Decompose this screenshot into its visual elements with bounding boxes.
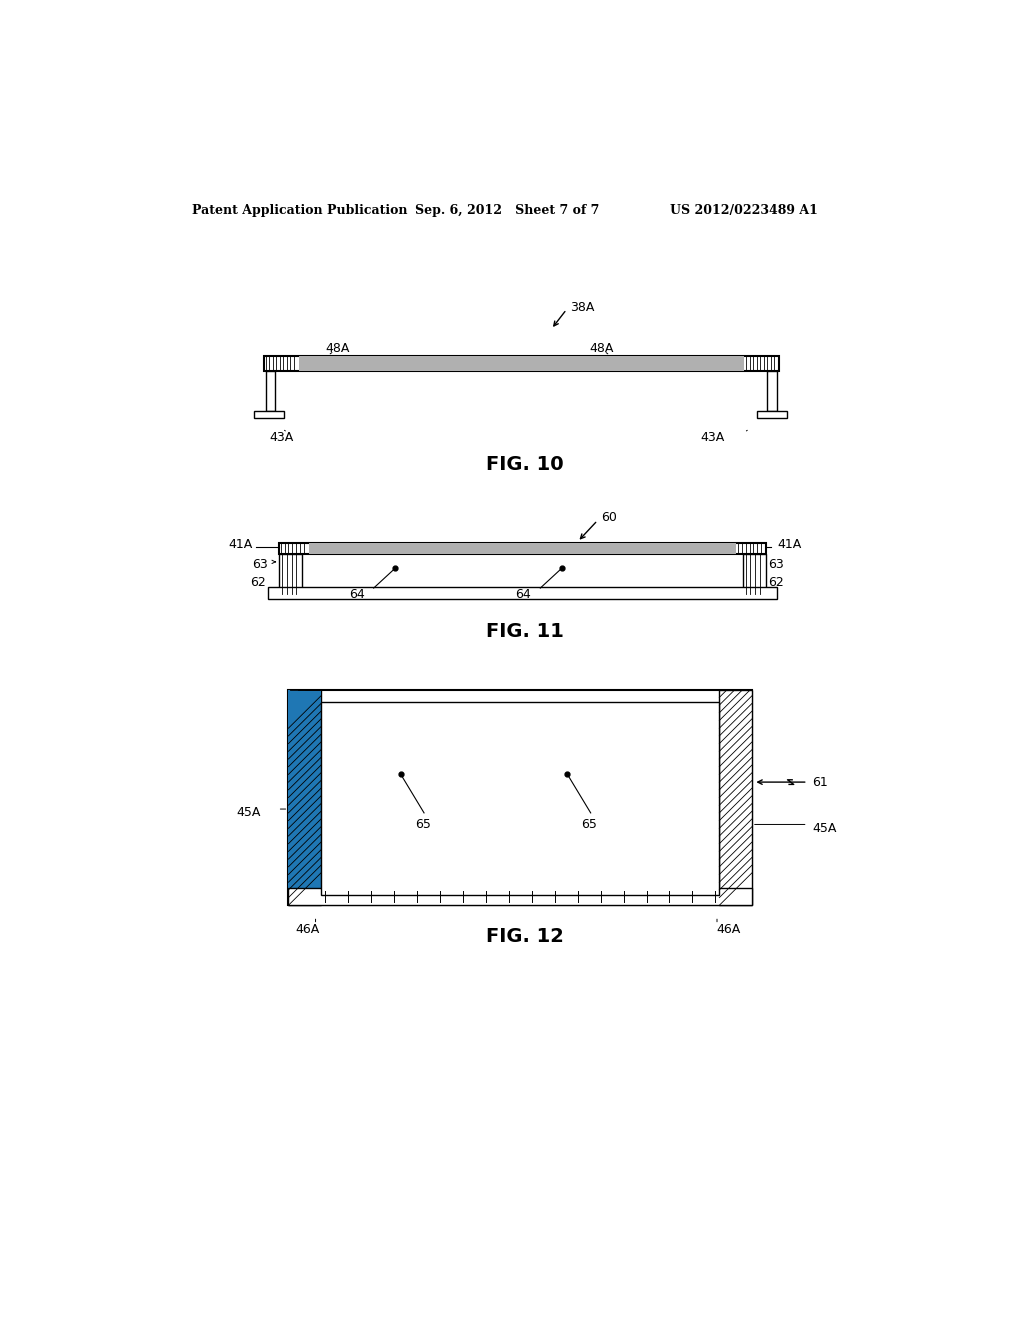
Text: FIG. 11: FIG. 11 (485, 622, 564, 640)
Text: US 2012/0223489 A1: US 2012/0223489 A1 (671, 205, 818, 218)
Text: 64: 64 (515, 587, 531, 601)
Text: 41A: 41A (777, 539, 802, 552)
Text: 62: 62 (251, 576, 266, 589)
Text: 43A: 43A (700, 430, 724, 444)
Bar (289, 689, 321, 906)
Bar (321, 702, 719, 895)
Text: 45A: 45A (812, 822, 837, 834)
Bar (289, 888, 752, 906)
Bar (299, 355, 744, 371)
Bar (280, 554, 302, 594)
Text: 61: 61 (812, 776, 828, 788)
Text: 64: 64 (348, 587, 365, 601)
Bar (308, 544, 736, 554)
Bar (263, 355, 779, 371)
Bar (758, 411, 786, 418)
Bar (742, 554, 766, 594)
Text: 41A: 41A (228, 539, 253, 552)
Text: 65: 65 (415, 818, 431, 832)
Bar (254, 411, 284, 418)
Text: 63: 63 (768, 557, 784, 570)
Text: 46A: 46A (717, 924, 740, 936)
Text: 45A: 45A (237, 807, 261, 820)
Bar (289, 689, 752, 906)
Text: Patent Application Publication: Patent Application Publication (191, 205, 408, 218)
Text: Sep. 6, 2012   Sheet 7 of 7: Sep. 6, 2012 Sheet 7 of 7 (415, 205, 599, 218)
Text: 38A: 38A (569, 301, 594, 314)
Bar (280, 544, 766, 554)
Text: 62: 62 (768, 576, 784, 589)
Text: 48A: 48A (326, 342, 350, 355)
Polygon shape (289, 689, 321, 906)
Bar (266, 371, 275, 411)
Text: FIG. 12: FIG. 12 (485, 927, 564, 945)
Bar (268, 586, 776, 599)
Text: 65: 65 (582, 818, 597, 832)
Bar (719, 689, 752, 906)
Text: FIG. 10: FIG. 10 (486, 454, 563, 474)
Text: 43A: 43A (269, 430, 293, 444)
Bar (767, 371, 776, 411)
Text: 46A: 46A (296, 924, 319, 936)
Text: 63: 63 (252, 557, 267, 570)
Text: 60: 60 (601, 511, 616, 524)
Text: 48A: 48A (589, 342, 613, 355)
